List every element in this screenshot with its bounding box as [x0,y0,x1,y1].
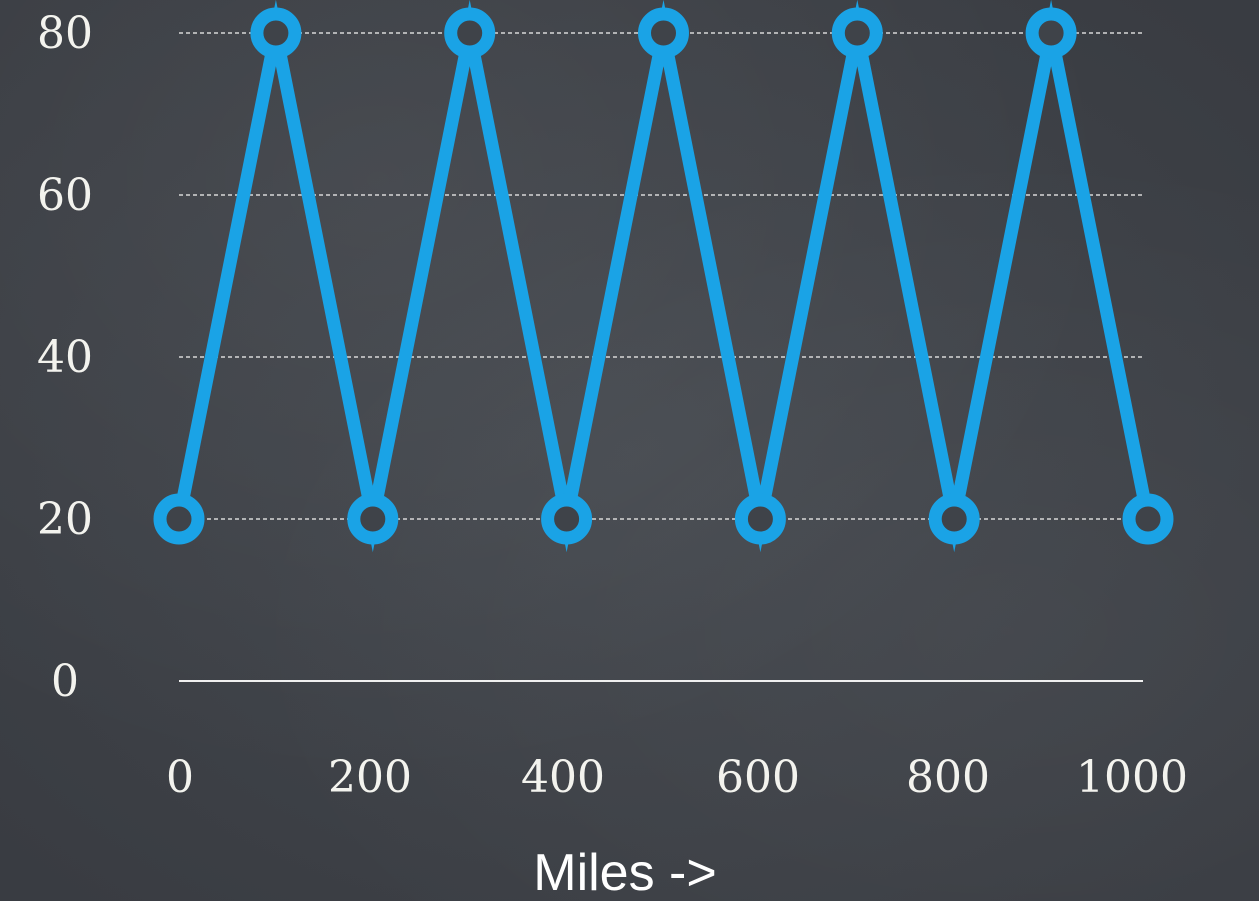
data-point-10 [1122,493,1174,545]
data-point-9 [1025,7,1077,59]
x-tick-label-1000: 1000 [1076,752,1188,803]
y-tick-label-20: 20 [37,494,93,545]
x-tick-label-200: 200 [328,752,412,803]
y-tick-label-40: 40 [37,332,93,383]
data-point-7 [831,7,883,59]
data-point-8 [928,493,980,545]
data-point-2 [347,493,399,545]
data-point-1 [250,7,302,59]
y-tick-label-0: 0 [51,656,79,707]
x-tick-label-600: 600 [716,752,800,803]
y-tick-label-80: 80 [37,8,93,59]
x-tick-label-400: 400 [521,752,605,803]
data-point-4 [541,493,593,545]
data-point-0 [153,493,205,545]
x-axis-title: Miles -> [533,844,716,901]
x-tick-label-0: 0 [166,752,194,803]
y-tick-label-60: 60 [37,170,93,221]
series-layer [153,0,1174,553]
data-point-6 [734,493,786,545]
series-line-0 [172,0,1155,553]
x-tick-label-800: 800 [906,752,990,803]
data-point-3 [444,7,496,59]
data-point-5 [638,7,689,59]
